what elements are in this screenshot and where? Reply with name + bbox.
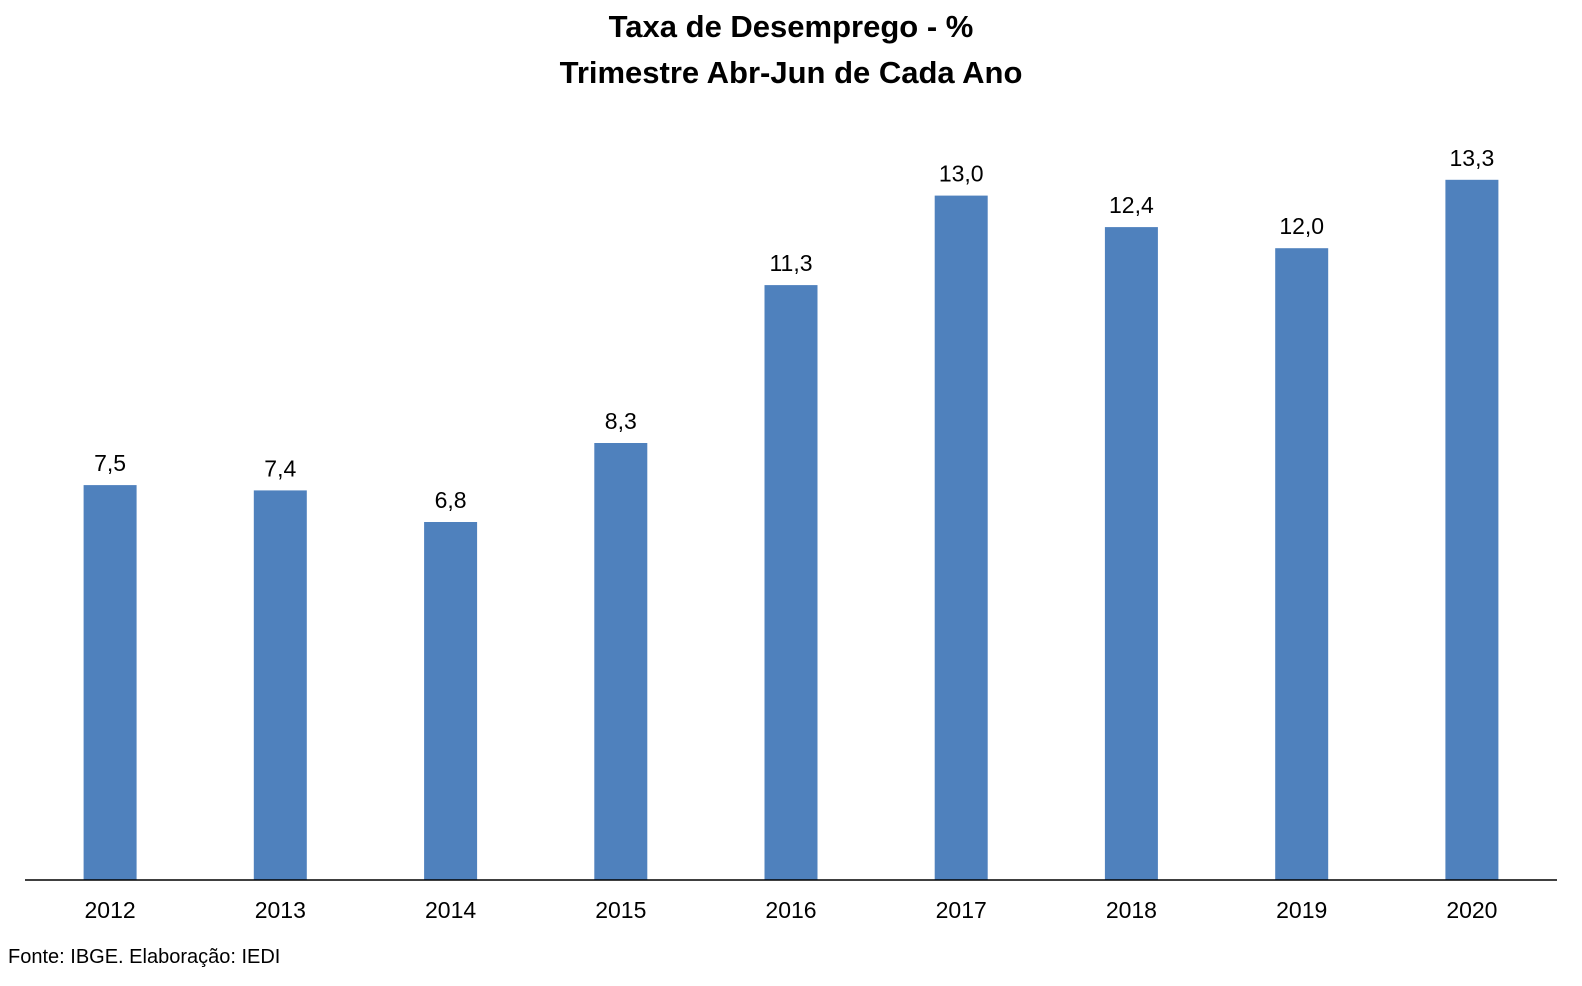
bar-2015 — [594, 443, 648, 880]
data-label-2019: 12,0 — [1279, 213, 1324, 239]
data-label-2014: 6,8 — [435, 487, 467, 513]
source-note: Fonte: IBGE. Elaboração: IEDI — [8, 946, 281, 968]
x-tick-label-2017: 2017 — [936, 897, 987, 923]
chart-title-line: Taxa de Desemprego - % — [608, 9, 974, 44]
bar-2012 — [83, 485, 137, 880]
data-label-2016: 11,3 — [769, 250, 812, 276]
x-tick-label-2014: 2014 — [425, 897, 476, 923]
data-label-2017: 13,0 — [939, 161, 984, 187]
data-label-2015: 8,3 — [605, 408, 637, 434]
data-label-2020: 13,3 — [1450, 145, 1495, 171]
chart-title: Taxa de Desemprego - % Trimestre Abr-Jun… — [0, 4, 1582, 96]
x-tick-label-2019: 2019 — [1276, 897, 1327, 923]
bar-2020 — [1445, 179, 1499, 881]
x-tick-label-2012: 2012 — [85, 897, 136, 923]
x-tick-label-2015: 2015 — [595, 897, 646, 923]
x-tick-labels-group: 2012 2013 2014 2015 2016 2017 2018 2019 2020 — [85, 897, 1498, 923]
chart-subtitle-line: Trimestre Abr-Jun de Cada Ano — [559, 55, 1023, 90]
data-labels-group: 7,5 7,4 6,8 8,3 11,3 13,0 12,4 12,0 13,3 — [94, 145, 1494, 513]
x-tick-label-2013: 2013 — [255, 897, 306, 923]
data-label-2018: 12,4 — [1109, 192, 1154, 218]
bar-2013 — [253, 490, 307, 880]
bar-2017 — [934, 195, 988, 881]
data-label-2013: 7,4 — [264, 455, 296, 481]
bars-group — [83, 179, 1499, 881]
x-tick-label-2018: 2018 — [1106, 897, 1157, 923]
bar-2016 — [764, 285, 818, 881]
bar-2018 — [1104, 227, 1158, 881]
data-label-2012: 7,5 — [94, 450, 126, 476]
bar-2014 — [424, 522, 478, 880]
bar-2019 — [1275, 248, 1329, 880]
x-tick-label-2020: 2020 — [1446, 897, 1497, 923]
x-tick-label-2016: 2016 — [765, 897, 816, 923]
